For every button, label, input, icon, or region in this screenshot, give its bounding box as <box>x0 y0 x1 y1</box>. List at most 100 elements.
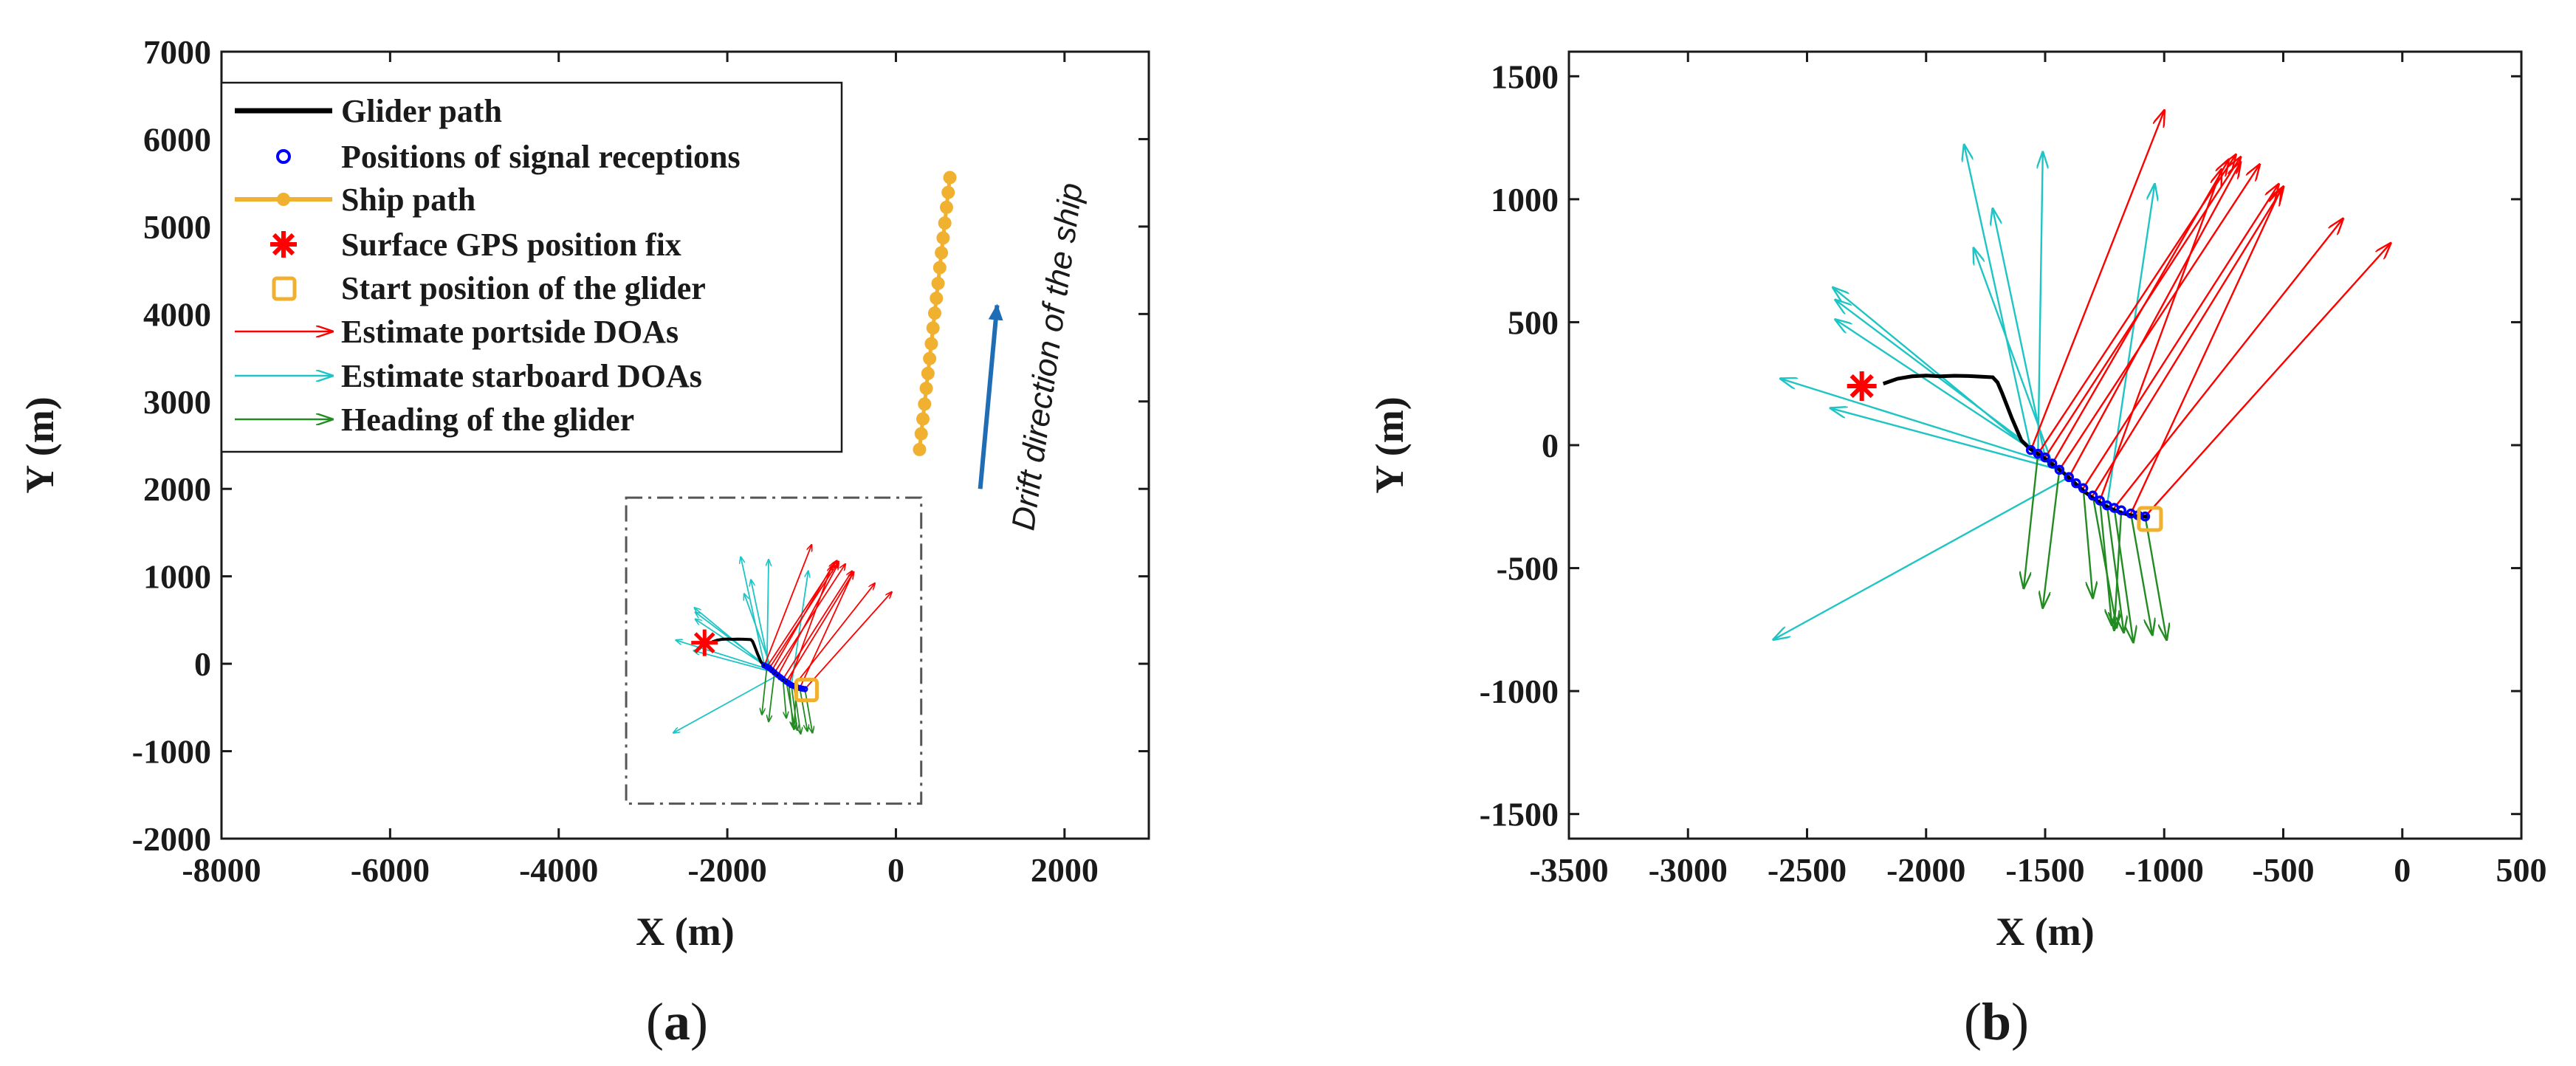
b-reception-point <box>2095 495 2105 506</box>
ship-path-point <box>914 427 928 441</box>
plot-data-a <box>625 171 1003 805</box>
a-ytick-label: 3000 <box>143 383 211 421</box>
ship-path-point <box>916 412 930 426</box>
b-heading-arrow <box>2043 470 2061 608</box>
b-xtick-label: -2000 <box>1886 851 1965 889</box>
b-portside-doa-arrow <box>2030 111 2165 451</box>
a-starboard-doa-arrow <box>676 640 772 671</box>
y-axis-label-b: Y (m) <box>1367 396 1412 493</box>
ship-path-point <box>930 292 944 306</box>
panel-label-a-letter: a <box>664 992 690 1051</box>
ship-path-point <box>939 200 953 214</box>
b-ytick-label: -500 <box>1497 550 1559 588</box>
legend-label-receptions: Positions of signal receptions <box>341 139 741 175</box>
ship-path-point <box>941 185 955 199</box>
b-heading-arrow <box>2082 488 2093 597</box>
ship-path-point <box>913 442 927 456</box>
legend-label-ship: Ship path <box>341 182 475 218</box>
a-ytick-label: 4000 <box>143 295 211 333</box>
b-xtick-label: 500 <box>2496 851 2547 889</box>
ship-path-point <box>931 276 945 290</box>
a-heading-arrow <box>769 672 775 721</box>
b-gps-fix-stroke <box>1849 374 1874 399</box>
b-gps-fix <box>1847 371 1877 402</box>
b-reception-point <box>2140 511 2151 522</box>
b-starboard-doa-arrow <box>1993 209 2047 458</box>
b-reception-point <box>2078 483 2089 494</box>
legend-label-start: Start position of the glider <box>341 270 706 306</box>
ship-path-point <box>932 261 947 275</box>
a-heading-arrow <box>762 667 768 715</box>
a-portside-doa-arrow <box>763 545 811 666</box>
b-ytick-label: 1000 <box>1491 181 1559 219</box>
a-portside-doa-arrow <box>793 583 875 687</box>
b-heading-arrow <box>2115 510 2123 630</box>
b-portside-doa-arrow <box>2082 185 2278 489</box>
legend-swatch-ship-dot <box>277 193 290 206</box>
legend-entry-gps: Surface GPS position fix <box>270 227 681 263</box>
panel-label-a: (a) <box>646 992 708 1051</box>
ship-path-point <box>924 337 938 351</box>
y-axis-label-a: Y (m) <box>18 396 62 493</box>
a-starboard-doa-arrow <box>767 560 769 667</box>
b-heading-arrow <box>2024 453 2039 588</box>
a-starboard-doa-arrow <box>741 557 766 666</box>
b-starboard-doa-arrow <box>1773 476 2070 639</box>
a-xtick-label: -6000 <box>351 851 430 889</box>
a-heading-arrow <box>782 678 786 718</box>
chart-panel-b: -3500 -3000 -2500 -2000 -1500 -1000 -500 0 500 -1… <box>1367 50 2547 1051</box>
b-xtick-label: 0 <box>2394 851 2411 889</box>
axis-ticks-a: -8000 -6000 -4000 -2000 0 2000 -2000 -1000 0 1000… <box>132 33 1149 889</box>
x-axis-label-b: X (m) <box>1996 909 2094 954</box>
a-ytick-label: -1000 <box>132 733 211 771</box>
ship-path-point <box>935 246 949 260</box>
ship-path-point <box>926 321 940 335</box>
ship-path-point <box>943 171 957 185</box>
b-portside-doa-arrow <box>2051 160 2229 464</box>
b-ytick-label: 1500 <box>1491 58 1559 95</box>
b-reception-point <box>2071 478 2081 489</box>
panel-label-b: (b) <box>1964 992 2029 1051</box>
panel-label-b-open: ( <box>1964 992 1982 1051</box>
a-starboard-doa-arrow <box>673 674 779 733</box>
a-portside-doa-arrow <box>774 564 845 673</box>
a-xtick-label: -4000 <box>519 851 598 889</box>
b-ytick-label: -1000 <box>1480 673 1559 710</box>
x-axis-label-a: X (m) <box>636 909 734 954</box>
b-start-position <box>2137 506 2163 532</box>
b-reception-point <box>2025 444 2036 455</box>
legend-swatch-start <box>272 276 297 301</box>
a-ytick-label: 6000 <box>143 120 211 158</box>
b-starboard-doa-arrow <box>1781 379 2053 465</box>
axis-ticks-b: -3500 -3000 -2500 -2000 -1500 -1000 -500 0 500 -1… <box>1480 52 2547 889</box>
a-heading-arrow <box>788 683 793 728</box>
legend-box <box>220 81 843 453</box>
legend-entry-portside: Estimate portside DOAs <box>235 314 679 350</box>
ship-path-point <box>938 216 952 230</box>
panel-label-b-close: ) <box>2011 992 2029 1051</box>
drift-arrow <box>978 303 1003 489</box>
b-xtick-label: -1500 <box>2005 851 2084 889</box>
b-xtick-label: -3500 <box>1529 851 1608 889</box>
b-portside-doa-arrow <box>2144 244 2390 517</box>
a-xtick-label: 2000 <box>1031 851 1099 889</box>
a-ytick-label: 7000 <box>143 33 211 71</box>
ship-path-point <box>921 366 935 380</box>
ship-path-point <box>927 306 941 320</box>
a-portside-doa-arrow <box>788 565 831 684</box>
legend-swatch-gps <box>270 231 297 258</box>
b-heading-arrow <box>2129 513 2152 635</box>
b-reception-point <box>2054 464 2065 475</box>
b-heading-arrow <box>2098 500 2112 625</box>
b-starboard-doa-arrow <box>2106 185 2155 506</box>
b-heading-arrow <box>2092 495 2117 627</box>
a-portside-doa-arrow <box>777 563 839 675</box>
b-reception-point <box>2033 448 2044 459</box>
b-ytick-label: 0 <box>1542 427 1559 464</box>
a-gps-fix-stroke <box>693 632 715 654</box>
a-ytick-label: -2000 <box>132 820 211 858</box>
b-portside-doa-arrow <box>2099 170 2221 501</box>
zoom-box <box>625 496 923 805</box>
legend-entry-starboard: Estimate starboard DOAs <box>235 358 702 394</box>
